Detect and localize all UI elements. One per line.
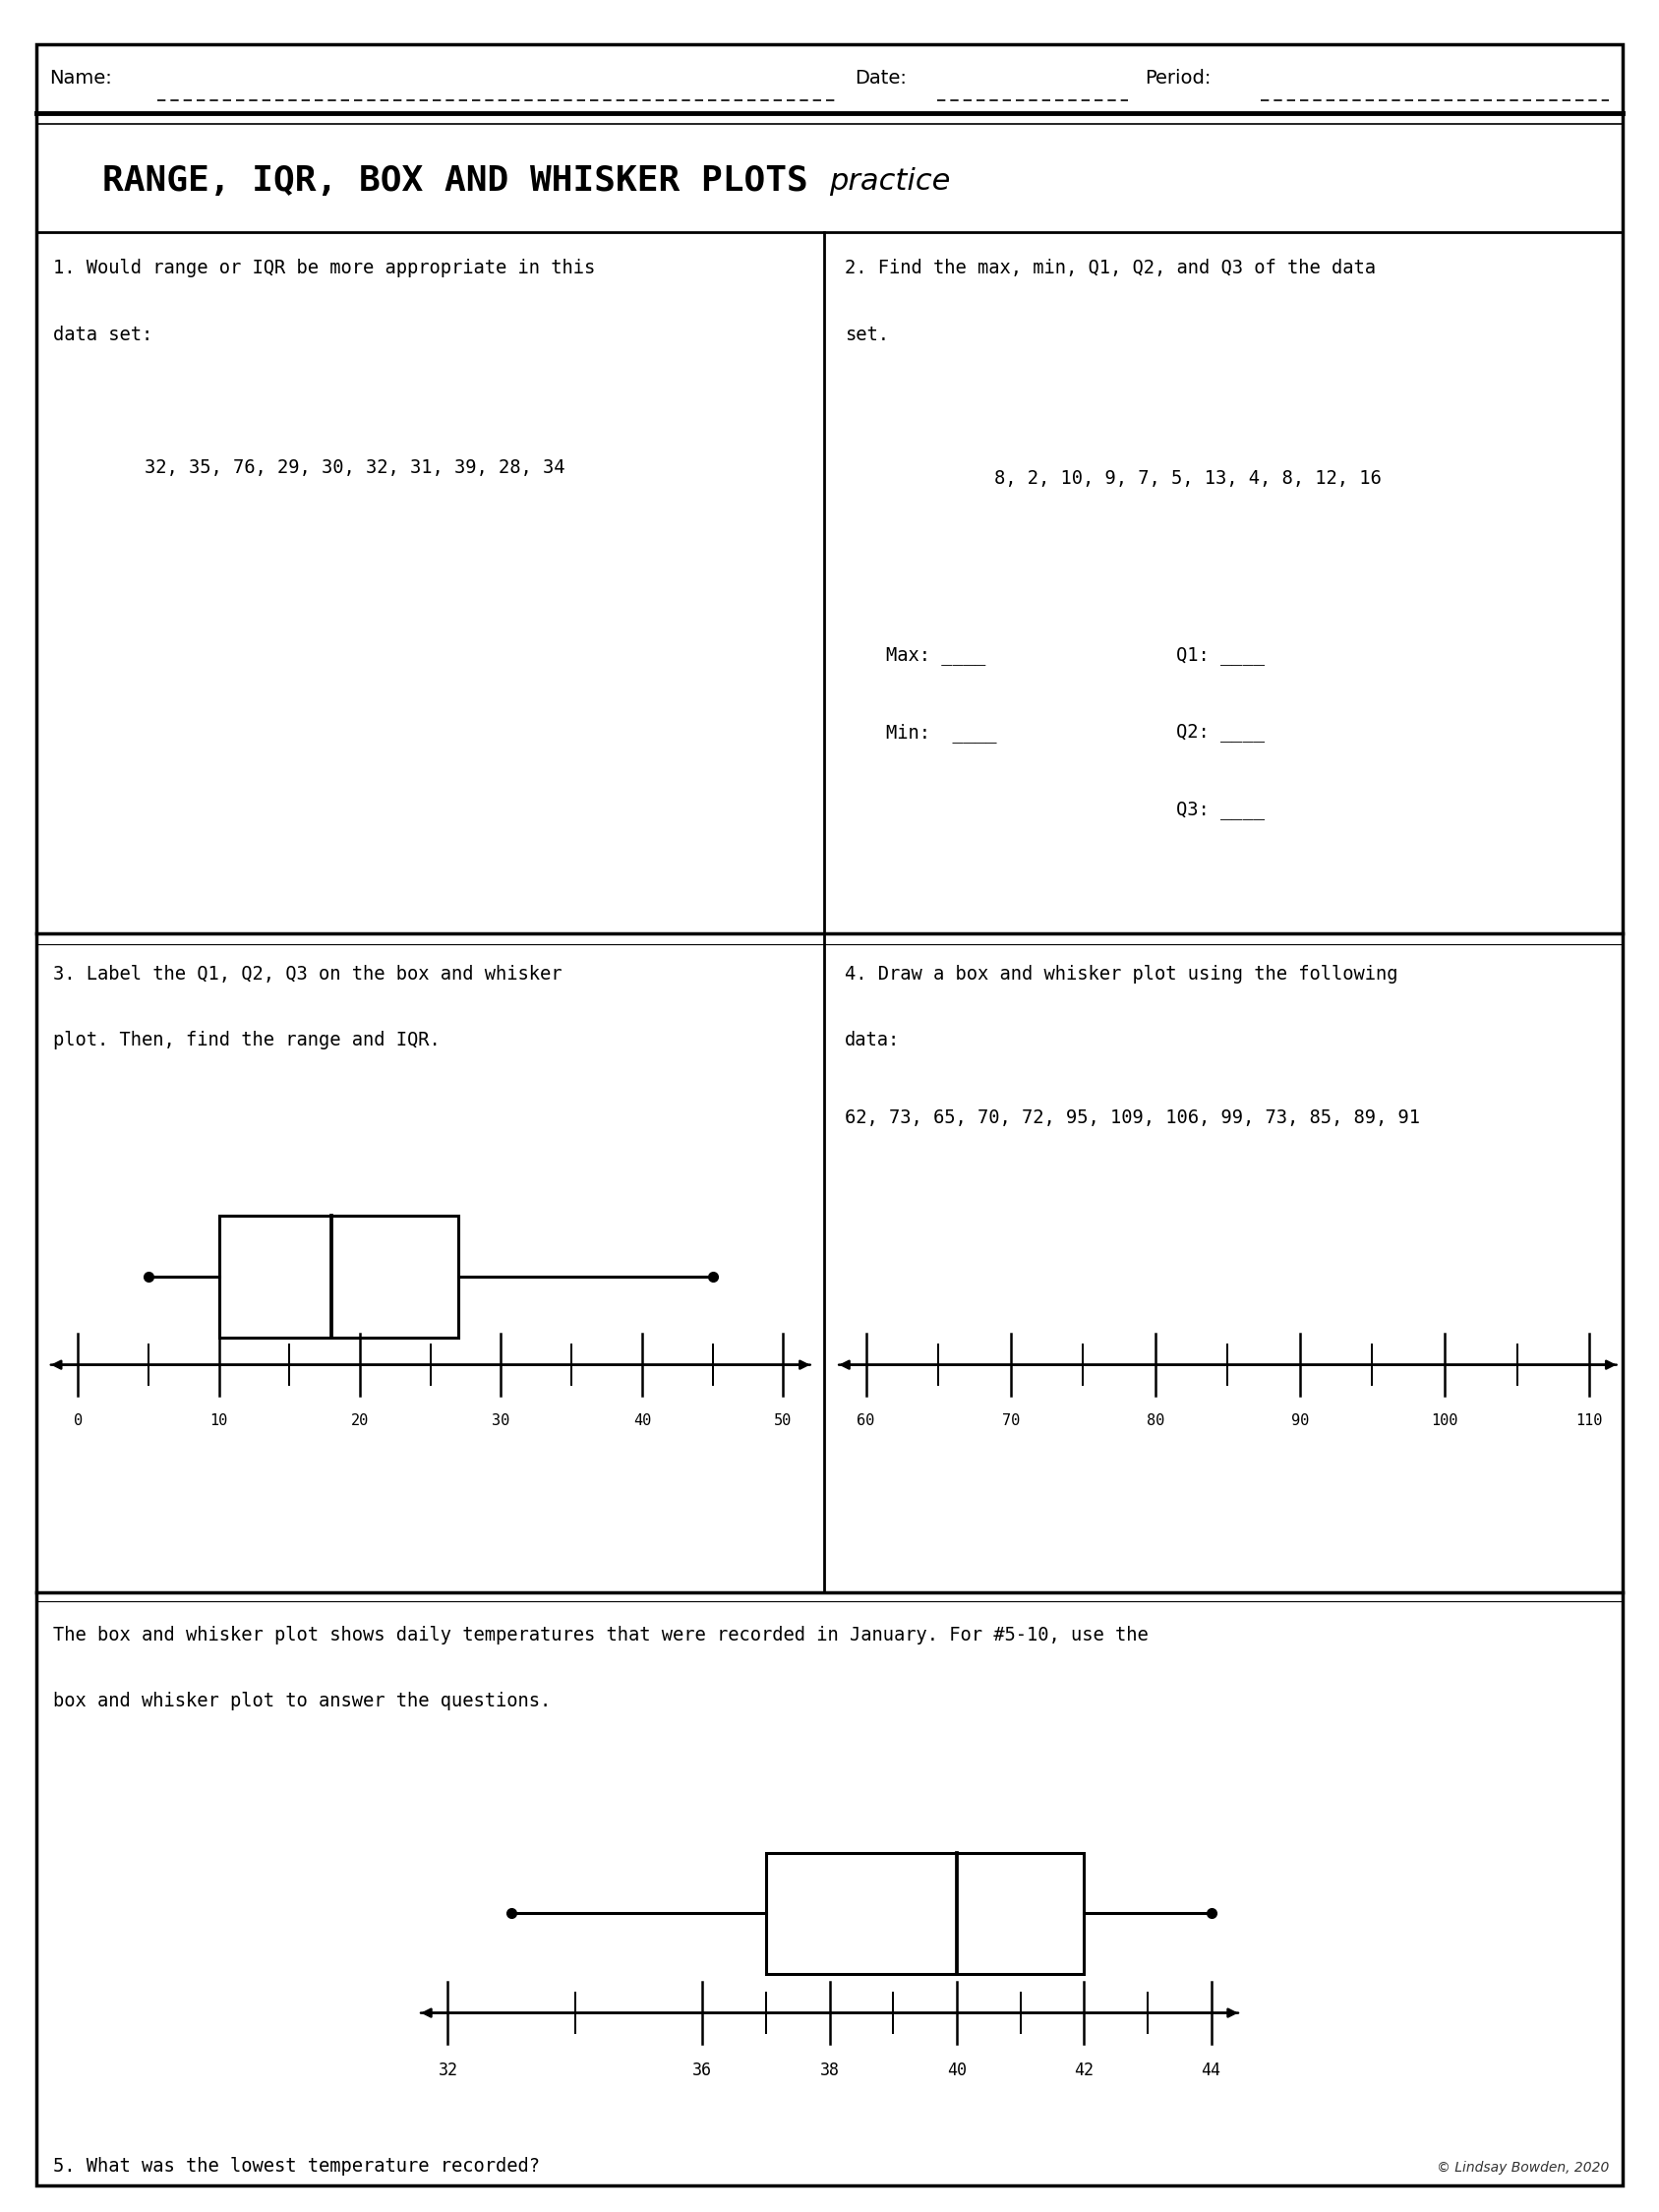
- Text: RANGE, IQR, BOX AND WHISKER PLOTS: RANGE, IQR, BOX AND WHISKER PLOTS: [103, 164, 830, 199]
- Text: set.: set.: [844, 325, 889, 343]
- Text: 32: 32: [438, 2062, 458, 2079]
- Text: 44: 44: [1201, 2062, 1221, 2079]
- Text: Max: ____: Max: ____: [886, 646, 985, 664]
- Text: 100: 100: [1432, 1413, 1458, 1429]
- Bar: [219, 1217, 458, 1336]
- Text: 42: 42: [1073, 2062, 1093, 2079]
- Text: Period:: Period:: [1145, 69, 1211, 88]
- Text: 2. Find the max, min, Q1, Q2, and Q3 of the data: 2. Find the max, min, Q1, Q2, and Q3 of …: [844, 259, 1375, 276]
- Text: 20: 20: [352, 1413, 368, 1429]
- Text: 62, 73, 65, 70, 72, 95, 109, 106, 99, 73, 85, 89, 91: 62, 73, 65, 70, 72, 95, 109, 106, 99, 73…: [844, 1108, 1420, 1126]
- Text: 36: 36: [692, 2062, 712, 2079]
- Text: 90: 90: [1291, 1413, 1309, 1429]
- Text: 10: 10: [211, 1413, 227, 1429]
- Text: 4. Draw a box and whisker plot using the following: 4. Draw a box and whisker plot using the…: [844, 964, 1397, 982]
- Text: The box and whisker plot shows daily temperatures that were recorded in January.: The box and whisker plot shows daily tem…: [53, 1626, 1148, 1644]
- Text: 60: 60: [858, 1413, 874, 1429]
- Text: practice: practice: [830, 168, 951, 195]
- Text: Q2: ____: Q2: ____: [1176, 723, 1264, 741]
- Text: data:: data:: [844, 1031, 899, 1048]
- Bar: [766, 1851, 1083, 1973]
- Text: © Lindsay Bowden, 2020: © Lindsay Bowden, 2020: [1437, 2161, 1609, 2174]
- Text: plot. Then, find the range and IQR.: plot. Then, find the range and IQR.: [53, 1031, 440, 1048]
- Text: 32, 35, 76, 29, 30, 32, 31, 39, 28, 34: 32, 35, 76, 29, 30, 32, 31, 39, 28, 34: [144, 458, 564, 476]
- Text: 80: 80: [1146, 1413, 1165, 1429]
- Text: 3. Label the Q1, Q2, Q3 on the box and whisker: 3. Label the Q1, Q2, Q3 on the box and w…: [53, 964, 562, 982]
- Text: 30: 30: [493, 1413, 509, 1429]
- Text: Q3: ____: Q3: ____: [1176, 801, 1264, 818]
- Text: Q1: ____: Q1: ____: [1176, 646, 1264, 664]
- Text: 0: 0: [73, 1413, 83, 1429]
- Text: 40: 40: [947, 2062, 967, 2079]
- Text: box and whisker plot to answer the questions.: box and whisker plot to answer the quest…: [53, 1692, 551, 1710]
- Text: 8, 2, 10, 9, 7, 5, 13, 4, 8, 12, 16: 8, 2, 10, 9, 7, 5, 13, 4, 8, 12, 16: [994, 469, 1380, 487]
- Text: Min:  ____: Min: ____: [886, 723, 997, 743]
- Text: Name:: Name:: [50, 69, 113, 88]
- Text: 70: 70: [1002, 1413, 1020, 1429]
- Text: data set:: data set:: [53, 325, 153, 343]
- Text: 40: 40: [634, 1413, 650, 1429]
- Text: 5. What was the lowest temperature recorded?: 5. What was the lowest temperature recor…: [53, 2157, 539, 2174]
- Text: 50: 50: [775, 1413, 791, 1429]
- Text: 38: 38: [820, 2062, 839, 2079]
- Text: Date:: Date:: [854, 69, 906, 88]
- Text: 1. Would range or IQR be more appropriate in this: 1. Would range or IQR be more appropriat…: [53, 259, 596, 276]
- Text: 110: 110: [1576, 1413, 1603, 1429]
